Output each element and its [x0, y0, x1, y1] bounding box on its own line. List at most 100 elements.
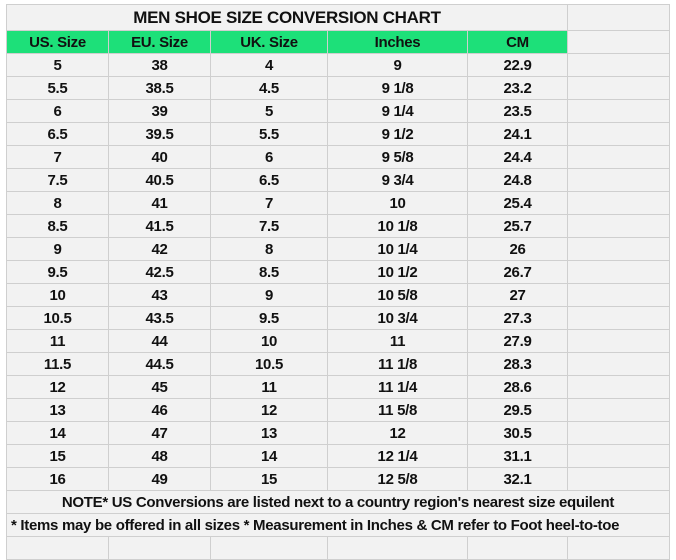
cell-cm[interactable]: 26 [467, 237, 568, 261]
cell-cm[interactable]: 23.5 [467, 99, 568, 123]
cell-cm[interactable]: 25.4 [467, 191, 568, 215]
cell-uk-size[interactable]: 4 [210, 53, 328, 77]
cell-us-size[interactable]: 8.5 [6, 214, 109, 238]
cell-inches[interactable]: 9 3/4 [327, 168, 468, 192]
cell-cm[interactable]: 27.9 [467, 329, 568, 353]
cell-inches[interactable]: 10 1/2 [327, 260, 468, 284]
cell-eu-size[interactable]: 44.5 [108, 352, 211, 376]
empty-cell[interactable] [210, 536, 328, 560]
cell-cm[interactable]: 24.8 [467, 168, 568, 192]
cell-cm[interactable]: 22.9 [467, 53, 568, 77]
cell-cm[interactable]: 24.4 [467, 145, 568, 169]
empty-cell[interactable] [467, 536, 568, 560]
cell-cm[interactable]: 25.7 [467, 214, 568, 238]
empty-cell[interactable] [567, 260, 670, 284]
cell-us-size[interactable]: 10 [6, 283, 109, 307]
chart-title[interactable]: MEN SHOE SIZE CONVERSION CHART [6, 4, 568, 31]
cell-us-size[interactable]: 15 [6, 444, 109, 468]
cell-uk-size[interactable]: 13 [210, 421, 328, 445]
cell-inches[interactable]: 12 1/4 [327, 444, 468, 468]
cell-us-size[interactable]: 9 [6, 237, 109, 261]
cell-cm[interactable]: 28.3 [467, 352, 568, 376]
cell-cm[interactable]: 30.5 [467, 421, 568, 445]
cell-us-size[interactable]: 5.5 [6, 76, 109, 100]
empty-cell[interactable] [567, 191, 670, 215]
cell-us-size[interactable]: 8 [6, 191, 109, 215]
cell-uk-size[interactable]: 4.5 [210, 76, 328, 100]
cell-inches[interactable]: 9 [327, 53, 468, 77]
cell-us-size[interactable]: 12 [6, 375, 109, 399]
cell-us-size[interactable]: 6 [6, 99, 109, 123]
cell-us-size[interactable]: 16 [6, 467, 109, 491]
disclaimer-row[interactable]: * Items may be offered in all sizes * Me… [6, 513, 670, 537]
empty-cell[interactable] [567, 99, 670, 123]
empty-cell[interactable] [567, 214, 670, 238]
empty-cell[interactable] [567, 398, 670, 422]
empty-cell[interactable] [567, 168, 670, 192]
header-cm[interactable]: CM [467, 30, 568, 54]
cell-inches[interactable]: 9 1/4 [327, 99, 468, 123]
empty-cell[interactable] [567, 122, 670, 146]
cell-cm[interactable]: 32.1 [467, 467, 568, 491]
cell-eu-size[interactable]: 49 [108, 467, 211, 491]
cell-cm[interactable]: 27.3 [467, 306, 568, 330]
cell-us-size[interactable]: 11.5 [6, 352, 109, 376]
empty-cell[interactable] [567, 237, 670, 261]
cell-us-size[interactable]: 10.5 [6, 306, 109, 330]
cell-inches[interactable]: 9 1/8 [327, 76, 468, 100]
cell-us-size[interactable]: 7.5 [6, 168, 109, 192]
cell-us-size[interactable]: 5 [6, 53, 109, 77]
empty-cell[interactable] [567, 329, 670, 353]
cell-eu-size[interactable]: 40.5 [108, 168, 211, 192]
cell-us-size[interactable]: 11 [6, 329, 109, 353]
note-row[interactable]: NOTE* US Conversions are listed next to … [6, 490, 670, 514]
header-eu-size[interactable]: EU. Size [108, 30, 211, 54]
empty-cell[interactable] [567, 421, 670, 445]
empty-cell[interactable] [6, 536, 109, 560]
cell-us-size[interactable]: 14 [6, 421, 109, 445]
empty-cell[interactable] [567, 352, 670, 376]
cell-cm[interactable]: 31.1 [467, 444, 568, 468]
empty-cell[interactable] [567, 76, 670, 100]
cell-uk-size[interactable]: 10 [210, 329, 328, 353]
empty-cell[interactable] [567, 4, 670, 31]
cell-eu-size[interactable]: 43 [108, 283, 211, 307]
cell-uk-size[interactable]: 7.5 [210, 214, 328, 238]
empty-cell[interactable] [327, 536, 468, 560]
cell-eu-size[interactable]: 46 [108, 398, 211, 422]
header-inches[interactable]: Inches [327, 30, 468, 54]
cell-eu-size[interactable]: 38 [108, 53, 211, 77]
empty-cell[interactable] [567, 444, 670, 468]
cell-eu-size[interactable]: 42.5 [108, 260, 211, 284]
cell-inches[interactable]: 11 [327, 329, 468, 353]
cell-cm[interactable]: 26.7 [467, 260, 568, 284]
cell-eu-size[interactable]: 48 [108, 444, 211, 468]
cell-inches[interactable]: 11 5/8 [327, 398, 468, 422]
cell-us-size[interactable]: 6.5 [6, 122, 109, 146]
cell-inches[interactable]: 10 3/4 [327, 306, 468, 330]
empty-cell[interactable] [567, 53, 670, 77]
cell-inches[interactable]: 12 5/8 [327, 467, 468, 491]
cell-eu-size[interactable]: 47 [108, 421, 211, 445]
cell-inches[interactable]: 10 5/8 [327, 283, 468, 307]
cell-inches[interactable]: 11 1/4 [327, 375, 468, 399]
cell-us-size[interactable]: 7 [6, 145, 109, 169]
empty-cell[interactable] [567, 283, 670, 307]
cell-inches[interactable]: 10 1/4 [327, 237, 468, 261]
cell-inches[interactable]: 9 1/2 [327, 122, 468, 146]
cell-inches[interactable]: 12 [327, 421, 468, 445]
cell-uk-size[interactable]: 11 [210, 375, 328, 399]
cell-uk-size[interactable]: 6.5 [210, 168, 328, 192]
empty-cell[interactable] [567, 306, 670, 330]
empty-cell[interactable] [567, 467, 670, 491]
cell-eu-size[interactable]: 43.5 [108, 306, 211, 330]
cell-eu-size[interactable]: 42 [108, 237, 211, 261]
cell-inches[interactable]: 10 [327, 191, 468, 215]
empty-cell[interactable] [108, 536, 211, 560]
cell-us-size[interactable]: 9.5 [6, 260, 109, 284]
cell-uk-size[interactable]: 14 [210, 444, 328, 468]
cell-inches[interactable]: 9 5/8 [327, 145, 468, 169]
cell-uk-size[interactable]: 5 [210, 99, 328, 123]
cell-eu-size[interactable]: 44 [108, 329, 211, 353]
cell-uk-size[interactable]: 15 [210, 467, 328, 491]
